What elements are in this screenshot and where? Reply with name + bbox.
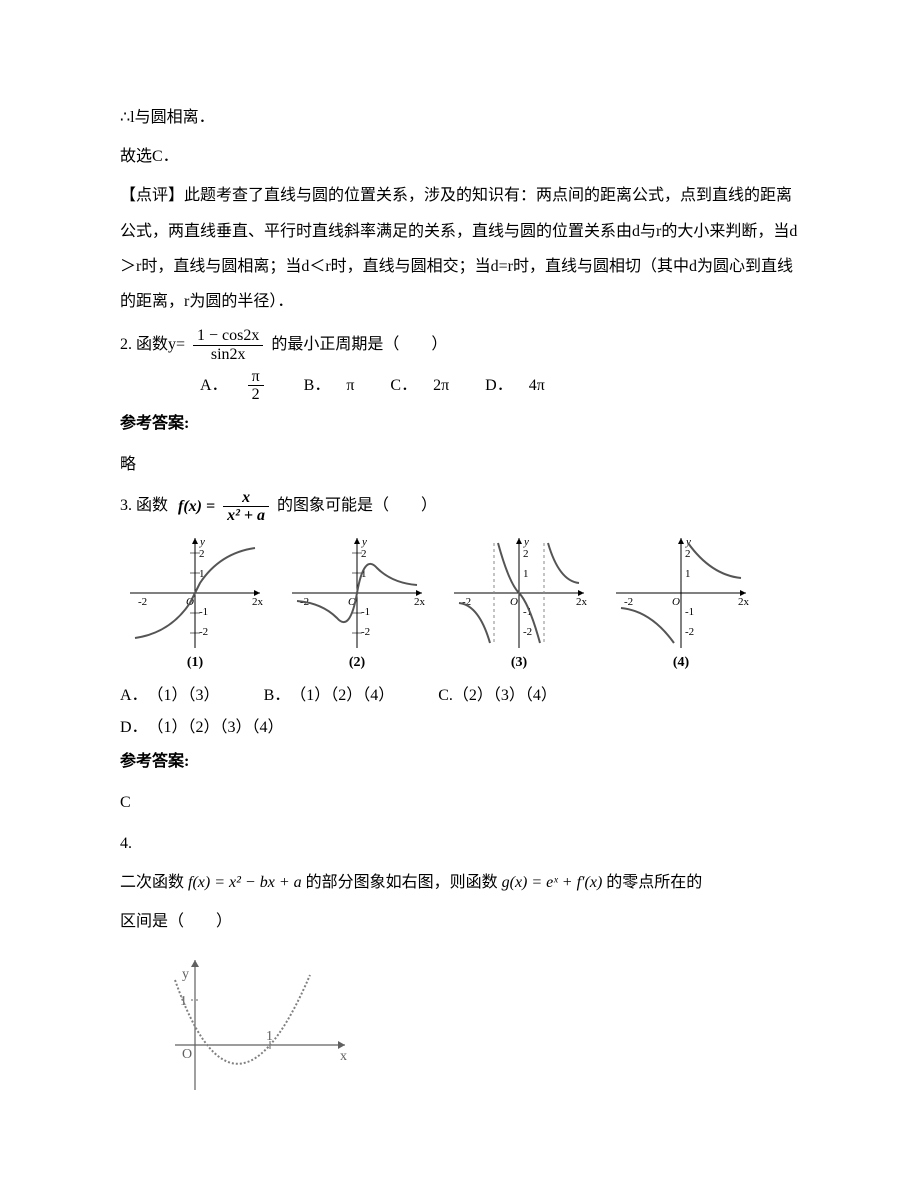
q2-ans-label: 参考答案: bbox=[120, 406, 800, 441]
svg-text:-2: -2 bbox=[523, 626, 532, 638]
svg-text:2x: 2x bbox=[576, 596, 588, 608]
q3-opt-b: B． （1）（2）（4） bbox=[264, 687, 395, 704]
q3-graph-3: y 2x -2 2 1 -1 -2 O (3) bbox=[444, 533, 594, 672]
svg-text:2x: 2x bbox=[414, 596, 426, 608]
svg-text:-2: -2 bbox=[138, 596, 147, 608]
q1-review: 【点评】此题考查了直线与圆的位置关系，涉及的知识有：两点间的距离公式，点到直线的… bbox=[120, 178, 800, 319]
q3-opt-d: D． （1）（2）（3）（4） bbox=[120, 719, 284, 736]
svg-text:2: 2 bbox=[361, 548, 367, 560]
svg-text:-2: -2 bbox=[199, 626, 208, 638]
svg-text:y: y bbox=[523, 536, 529, 548]
q2-opt-a: A． π 2 bbox=[200, 368, 268, 404]
q2-fraction: 1 − cos2x sin2x bbox=[193, 327, 263, 363]
q2-opt-b: B． π bbox=[304, 368, 355, 403]
q3-opt-a: A． （1）（3） bbox=[120, 687, 220, 704]
svg-text:1: 1 bbox=[523, 568, 529, 580]
svg-text:2: 2 bbox=[685, 548, 691, 560]
svg-text:-1: -1 bbox=[199, 606, 208, 618]
svg-text:1: 1 bbox=[685, 568, 691, 580]
q4-formula1: f(x) = x² − bx + a bbox=[188, 874, 302, 891]
q2-options: A． π 2 B． π C． 2π D． 4π bbox=[120, 368, 800, 404]
q3-graph-2: y 2x -2 2 1 -1 -2 O (2) bbox=[282, 533, 432, 672]
svg-text:y: y bbox=[199, 536, 205, 548]
svg-text:-2: -2 bbox=[624, 596, 633, 608]
svg-text:-1: -1 bbox=[685, 606, 694, 618]
svg-text:-1: -1 bbox=[361, 606, 370, 618]
q3-graph-4: y 2x -2 2 1 -1 -2 O (4) bbox=[606, 533, 756, 672]
q2-suffix: 的最小正周期是（ ） bbox=[271, 336, 447, 353]
q3-formula-left: f(x) = bbox=[178, 489, 215, 524]
q3-ans: C bbox=[120, 785, 800, 820]
q4-line2: 区间是（ ） bbox=[120, 904, 800, 939]
q3-fraction: x x² + a bbox=[223, 489, 269, 525]
svg-text:y: y bbox=[361, 536, 367, 548]
q4-prefix: 4. bbox=[120, 826, 800, 861]
svg-text:2: 2 bbox=[199, 548, 205, 560]
q4-graph: y x O 1 1 bbox=[140, 950, 800, 1113]
q4-formula2: g(x) = eˣ + f′(x) bbox=[502, 874, 603, 891]
svg-text:O: O bbox=[672, 596, 680, 608]
q3-graphs: y 2x -2 2 1 -1 -2 O (1) y 2x -2 2 bbox=[120, 533, 800, 672]
svg-text:2x: 2x bbox=[738, 596, 750, 608]
q1-conclusion: ∴l与圆相离． bbox=[120, 100, 800, 135]
svg-text:y: y bbox=[182, 967, 189, 982]
q4-line1: 二次函数 f(x) = x² − bx + a 的部分图象如右图，则函数 g(x… bbox=[120, 865, 800, 900]
q2-opt-d: D． 4π bbox=[485, 368, 545, 403]
svg-text:-2: -2 bbox=[685, 626, 694, 638]
q3-graph-1: y 2x -2 2 1 -1 -2 O (1) bbox=[120, 533, 270, 672]
svg-text:O: O bbox=[510, 596, 518, 608]
q3-prefix: 3. 函数 bbox=[120, 497, 168, 514]
q2-stem: 2. 函数y= 1 − cos2x sin2x 的最小正周期是（ ） bbox=[120, 327, 800, 363]
svg-text:2x: 2x bbox=[252, 596, 264, 608]
q3-ans-label: 参考答案: bbox=[120, 744, 800, 779]
q3-stem: 3. 函数 f(x) = x x² + a 的图象可能是（ ） bbox=[120, 488, 800, 524]
q3-suffix: 的图象可能是（ ） bbox=[277, 497, 437, 514]
svg-text:-2: -2 bbox=[361, 626, 370, 638]
q2-ans: 略 bbox=[120, 447, 800, 482]
q2-prefix: 2. 函数y= bbox=[120, 336, 185, 353]
q3-options: A． （1）（3） B． （1）（2）（4） C.（2）（3）（4） D． （1… bbox=[120, 680, 800, 744]
q2-opt-c: C． 2π bbox=[390, 368, 449, 403]
svg-text:2: 2 bbox=[523, 548, 529, 560]
q1-select: 故选C． bbox=[120, 139, 800, 174]
svg-text:x: x bbox=[340, 1049, 347, 1064]
q3-opt-c: C.（2）（3）（4） bbox=[438, 687, 557, 704]
svg-text:O: O bbox=[182, 1047, 192, 1062]
